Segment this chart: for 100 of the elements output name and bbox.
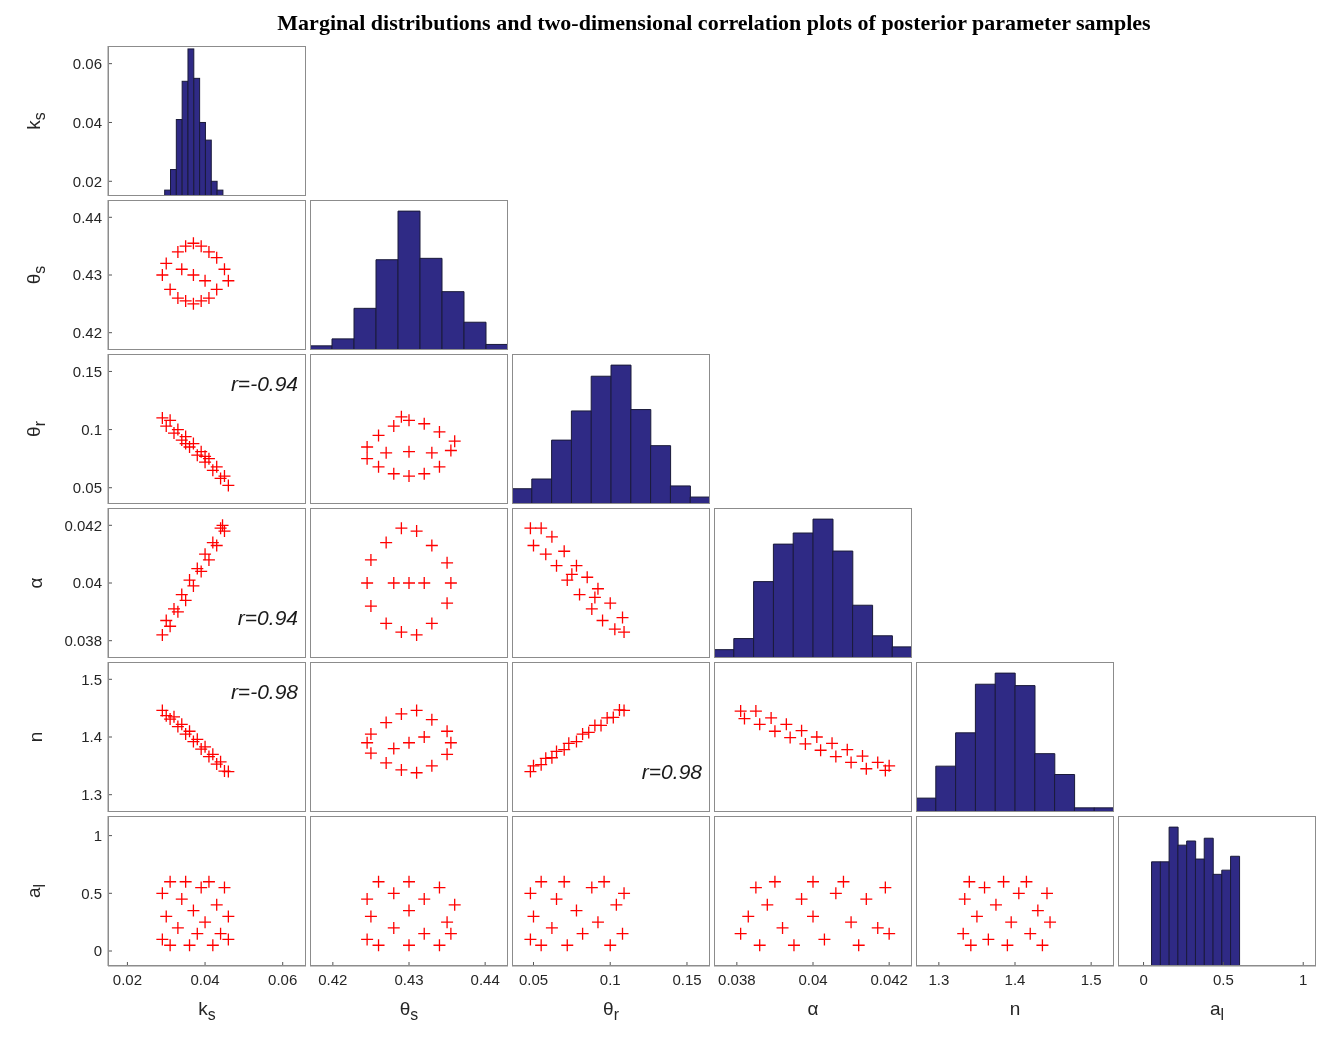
point bbox=[829, 886, 843, 900]
point bbox=[956, 927, 970, 941]
point bbox=[409, 703, 424, 718]
point bbox=[844, 755, 858, 770]
point bbox=[217, 880, 232, 895]
point bbox=[775, 921, 790, 935]
point bbox=[163, 413, 177, 427]
point bbox=[364, 909, 378, 924]
point bbox=[753, 717, 767, 731]
x-tick-label: 1.4 bbox=[1004, 970, 1026, 988]
point bbox=[798, 737, 813, 751]
point bbox=[825, 736, 839, 750]
point bbox=[996, 875, 1011, 889]
point bbox=[194, 564, 208, 579]
point bbox=[600, 711, 614, 725]
y-tick-label: 0.042 bbox=[64, 516, 102, 534]
point bbox=[617, 886, 631, 900]
y-tick-label: 1.3 bbox=[81, 786, 102, 804]
point bbox=[615, 927, 630, 941]
point bbox=[387, 921, 401, 935]
point bbox=[179, 875, 193, 889]
annotation: r=0.94 bbox=[237, 606, 298, 630]
point bbox=[194, 294, 208, 308]
y-tick-label: 1 bbox=[93, 826, 102, 844]
point bbox=[379, 715, 393, 730]
point bbox=[608, 622, 622, 636]
point bbox=[417, 467, 431, 481]
point bbox=[539, 751, 553, 765]
point bbox=[360, 440, 374, 454]
point bbox=[179, 436, 193, 451]
point bbox=[432, 938, 447, 952]
point bbox=[171, 921, 185, 935]
point bbox=[394, 707, 409, 721]
point bbox=[753, 938, 767, 952]
point bbox=[878, 880, 892, 895]
y-tick-label: 0 bbox=[93, 942, 102, 960]
point bbox=[179, 294, 193, 308]
point bbox=[198, 915, 212, 929]
x-axis-title: a$_{l}$ bbox=[1208, 998, 1226, 1024]
point bbox=[557, 875, 571, 889]
point bbox=[768, 875, 782, 889]
point bbox=[194, 880, 208, 895]
point bbox=[534, 875, 548, 889]
point bbox=[387, 886, 401, 900]
point bbox=[210, 538, 224, 553]
x-tick-label: 0.1 bbox=[599, 970, 621, 988]
point bbox=[549, 559, 564, 573]
point bbox=[595, 613, 610, 628]
point bbox=[981, 932, 995, 947]
point bbox=[741, 909, 755, 924]
point bbox=[855, 749, 870, 763]
point bbox=[402, 875, 416, 889]
point bbox=[859, 762, 873, 776]
point bbox=[1023, 927, 1037, 941]
point bbox=[569, 903, 584, 918]
point bbox=[206, 535, 220, 550]
point bbox=[787, 938, 801, 952]
point bbox=[210, 898, 224, 912]
y-tick-label: 0.038 bbox=[64, 632, 102, 650]
point bbox=[186, 268, 201, 282]
point bbox=[964, 938, 978, 952]
point bbox=[440, 724, 454, 738]
x-tick-label: 0.15 bbox=[672, 970, 702, 988]
point bbox=[545, 751, 559, 765]
point bbox=[167, 602, 181, 616]
point bbox=[444, 443, 458, 458]
x-tick-label: 1.3 bbox=[928, 970, 950, 988]
point bbox=[768, 724, 782, 738]
point bbox=[523, 886, 538, 900]
point bbox=[425, 759, 439, 773]
point bbox=[617, 703, 631, 718]
x-tick-label: 0 bbox=[1139, 970, 1148, 988]
point bbox=[557, 544, 571, 558]
x-axis-title: α bbox=[806, 998, 820, 1020]
y-tick-label: 1.4 bbox=[81, 728, 102, 746]
point bbox=[749, 880, 763, 895]
point bbox=[749, 704, 763, 718]
point bbox=[417, 892, 431, 906]
point bbox=[425, 616, 439, 631]
point bbox=[882, 759, 896, 773]
point bbox=[794, 724, 809, 738]
point bbox=[440, 915, 454, 929]
point bbox=[409, 766, 424, 780]
y-axis-title: n bbox=[25, 731, 47, 743]
point bbox=[190, 561, 204, 576]
point bbox=[409, 628, 424, 642]
point bbox=[1031, 903, 1045, 918]
point bbox=[852, 938, 866, 952]
point bbox=[591, 582, 605, 596]
point bbox=[526, 909, 541, 924]
point bbox=[444, 736, 458, 750]
point bbox=[198, 449, 212, 463]
x-tick-label: 0.06 bbox=[268, 970, 298, 988]
point bbox=[425, 713, 439, 727]
point bbox=[190, 927, 204, 941]
point bbox=[371, 875, 386, 889]
point bbox=[394, 625, 409, 639]
point bbox=[155, 268, 169, 282]
y-tick-label: 0.5 bbox=[81, 884, 102, 902]
point bbox=[364, 746, 378, 760]
